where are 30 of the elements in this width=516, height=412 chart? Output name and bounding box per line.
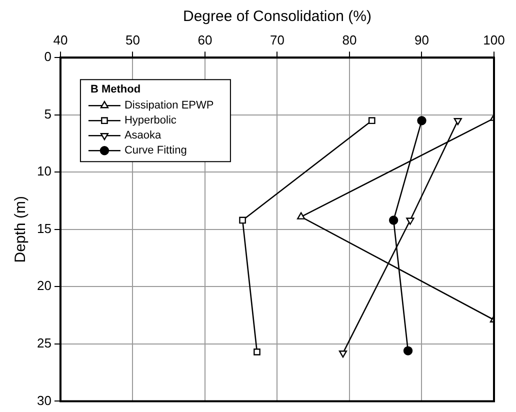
y-tick-label: 0 <box>44 49 52 64</box>
point <box>406 218 414 225</box>
point <box>254 348 260 356</box>
x-tick-label: 50 <box>125 32 140 48</box>
legend-label: Hyperbolic <box>124 114 177 127</box>
y-tick-label: 5 <box>44 106 52 122</box>
point <box>417 116 426 126</box>
legend-label: Curve Fitting <box>124 144 187 157</box>
y-tick-label: 30 <box>36 392 52 408</box>
point <box>454 118 462 126</box>
point <box>338 350 348 358</box>
legend-label: Asaoka <box>124 130 162 142</box>
x-tick-label: 70 <box>270 32 284 48</box>
y-tick-label: 10 <box>36 164 52 179</box>
x-tick-label: 90 <box>414 32 429 48</box>
point <box>388 216 398 225</box>
y-tick-label: 15 <box>36 220 52 236</box>
y-axis-title: Depth (m) <box>12 196 30 263</box>
legend-title: B Method <box>90 84 141 96</box>
x-tick-label: 80 <box>342 32 357 48</box>
x-tick-label: 100 <box>483 32 505 48</box>
legend-label: Dissipation EPWP <box>124 100 214 112</box>
point <box>239 216 246 224</box>
x-tick-label: 40 <box>53 32 68 48</box>
point <box>368 117 376 124</box>
point <box>403 346 413 356</box>
x-axis-title: Degree of Consolidation (%) <box>183 8 372 26</box>
y-tick-label: 20 <box>36 278 52 294</box>
y-tick-label: 25 <box>36 336 52 351</box>
x-tick-label: 60 <box>198 32 212 48</box>
